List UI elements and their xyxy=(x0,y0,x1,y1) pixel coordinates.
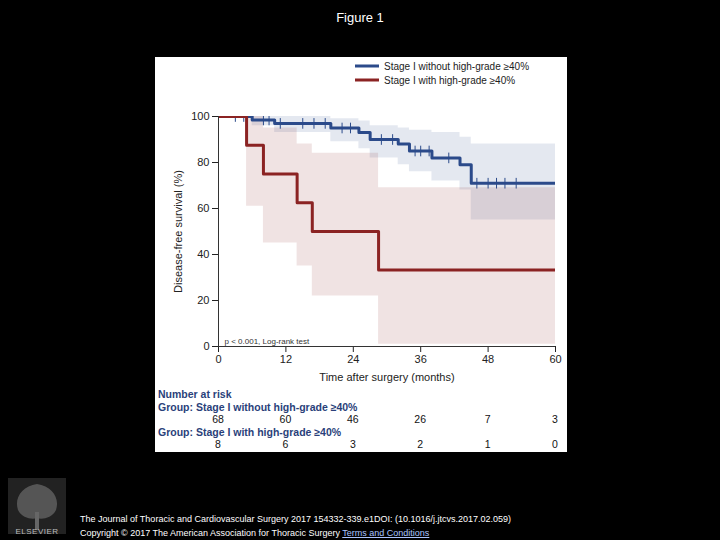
html-text:Group: Stage I without high-gr: Group: Stage I without high-grade ≥40% xyxy=(158,401,358,413)
svg-text:Time after surgery (months): Time after surgery (months) xyxy=(319,371,454,383)
html-text:1: 1 xyxy=(484,438,491,450)
svg-text:0: 0 xyxy=(215,353,221,365)
html-text:26: 26 xyxy=(414,413,426,425)
svg-text:80: 80 xyxy=(197,156,209,168)
svg-text:p < 0.001, Log-rank test: p < 0.001, Log-rank test xyxy=(225,337,311,346)
html-text:Figure 1: Figure 1 xyxy=(336,10,384,25)
html-text:Stage I with high-grade ≥40%: Stage I with high-grade ≥40% xyxy=(384,74,516,86)
svg-text:Disease-free survival (%): Disease-free survival (%) xyxy=(172,170,184,293)
html-text:Group: Stage I with high-grade: Group: Stage I with high-grade ≥40% xyxy=(158,426,342,438)
html-text:0: 0 xyxy=(552,438,558,450)
html-text:68: 68 xyxy=(212,413,224,425)
html-text:60: 60 xyxy=(279,413,292,425)
svg-text:0: 0 xyxy=(203,340,209,352)
svg-text:20: 20 xyxy=(197,294,209,306)
html-text:6: 6 xyxy=(282,438,289,450)
html-text:3: 3 xyxy=(349,438,356,450)
html-text:2: 2 xyxy=(417,438,424,450)
html-text:8: 8 xyxy=(215,438,221,450)
html-text:46: 46 xyxy=(347,413,359,425)
html-text:3: 3 xyxy=(552,413,558,425)
svg-text:60: 60 xyxy=(549,353,561,365)
svg-text:40: 40 xyxy=(197,248,209,260)
svg-text:36: 36 xyxy=(415,353,427,365)
html-text:Stage I without high-grade ≥40: Stage I without high-grade ≥40% xyxy=(384,60,529,72)
svg-text:60: 60 xyxy=(197,202,209,214)
svg-text:48: 48 xyxy=(482,353,494,365)
html-text:ELSEVIER: ELSEVIER xyxy=(15,527,59,536)
html-text:7: 7 xyxy=(484,413,491,425)
svg-text:12: 12 xyxy=(280,353,292,365)
html-text:Number at risk: Number at risk xyxy=(158,388,232,400)
html-text:The Journal of Thoracic and Ca: The Journal of Thoracic and Cardiovascul… xyxy=(80,514,512,524)
svg-text:100: 100 xyxy=(191,110,209,122)
svg-text:24: 24 xyxy=(347,353,359,365)
html-text:Copyright © 2017 The American: Copyright © 2017 The American Associatio… xyxy=(80,528,430,538)
